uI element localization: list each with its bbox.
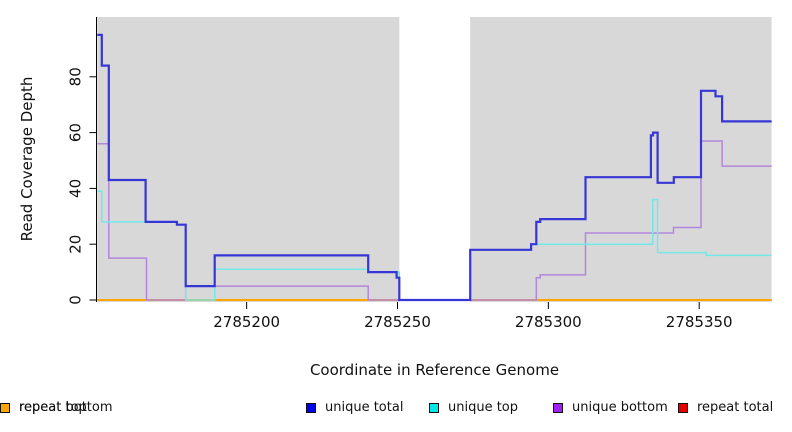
legend-label: unique total	[325, 400, 404, 415]
x-tick-label: 2785200	[213, 313, 280, 331]
legend-item-unique-total: unique total	[306, 400, 403, 415]
unique-top-swatch-icon	[429, 402, 439, 413]
y-axis-title: Read Coverage Depth	[18, 76, 36, 242]
legend-item-unique-top: unique top	[429, 400, 518, 415]
y-tick-label: 80	[66, 67, 84, 86]
legend-label: repeat top	[19, 400, 87, 415]
series-unique-bottom-line	[97, 140, 772, 301]
x-tick-label: 2785250	[364, 313, 431, 331]
x-tick-label: 2785350	[666, 313, 733, 331]
repeat-bottom-swatch-icon	[0, 402, 10, 413]
x-tick-label: 2785300	[515, 313, 582, 331]
legend-label: unique top	[448, 400, 519, 415]
repeat-total-swatch-icon	[678, 402, 688, 413]
legend-label: repeat total	[697, 400, 774, 415]
legend-label: repeat bottom	[19, 400, 113, 415]
x-axis-title: Coordinate in Reference Genome	[309, 361, 560, 379]
y-tick-label: 40	[66, 179, 84, 198]
y-tick-label: 20	[66, 235, 84, 254]
y-tick-label: 0	[66, 295, 84, 305]
legend-label: unique bottom	[572, 400, 668, 415]
legend-item-repeat-total: repeat total	[678, 400, 773, 415]
legend-item-repeat-bottom: repeat bottom	[0, 400, 113, 415]
coverage-gap-region	[399, 17, 471, 302]
series-unique-total-line	[97, 33, 772, 302]
legend-item-unique-bottom: unique bottom	[553, 400, 668, 415]
unique-total-swatch-icon	[306, 402, 316, 413]
unique-bottom-swatch-icon	[553, 402, 563, 413]
y-tick-label: 60	[66, 123, 84, 142]
